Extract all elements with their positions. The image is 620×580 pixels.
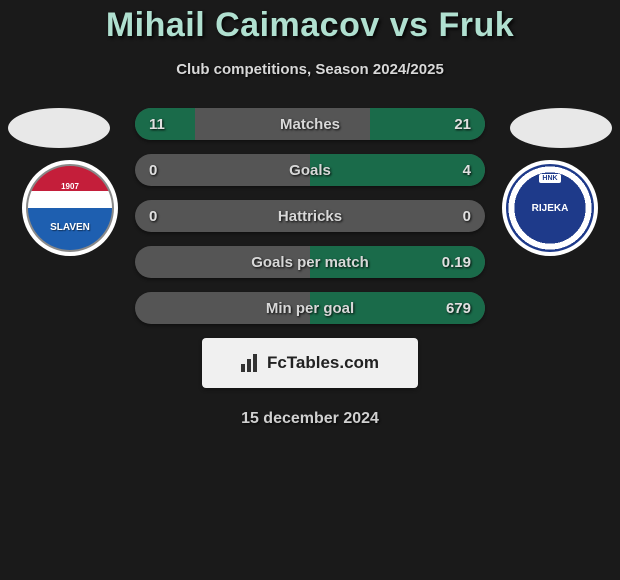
- badge-right-top: HNK: [539, 174, 560, 183]
- stat-row: 0 Hattricks 0: [135, 200, 485, 232]
- stat-value-right: 0.19: [442, 254, 471, 271]
- stat-label: Hattricks: [278, 208, 342, 225]
- stat-value-right: 4: [463, 162, 471, 179]
- badge-left-year: 1907: [61, 182, 79, 191]
- logo-text: FcTables.com: [267, 353, 379, 373]
- stat-value-right: 21: [454, 116, 471, 133]
- team-badge-right: HNK RIJEKA: [502, 160, 598, 256]
- badge-right-name: RIJEKA: [532, 203, 569, 214]
- stat-label: Goals: [289, 162, 331, 179]
- site-logo[interactable]: FcTables.com: [202, 338, 418, 388]
- stat-row: Min per goal 679: [135, 292, 485, 324]
- stat-value-left: 0: [149, 208, 157, 225]
- stat-row: 11 Matches 21: [135, 108, 485, 140]
- stat-label: Goals per match: [251, 254, 369, 271]
- comparison-content: 1907 SLAVEN HNK RIJEKA 11 Matches 21 0 Goals…: [0, 108, 620, 428]
- date-label: 15 december 2024: [0, 410, 620, 428]
- stat-fill-right: [310, 154, 485, 186]
- player-photo-right: [510, 108, 612, 148]
- stat-value-right: 679: [446, 300, 471, 317]
- stat-value-left: 11: [149, 116, 165, 133]
- stat-value-left: 0: [149, 162, 157, 179]
- stat-label: Min per goal: [266, 300, 354, 317]
- badge-left-name: SLAVEN: [50, 222, 90, 233]
- stats-container: 11 Matches 21 0 Goals 4 0 Hattricks 0 Goals per m…: [135, 108, 485, 324]
- stat-value-right: 0: [463, 208, 471, 225]
- subtitle: Club competitions, Season 2024/2025: [0, 61, 620, 78]
- chart-icon: [241, 354, 263, 372]
- player-photo-left: [8, 108, 110, 148]
- page-title: Mihail Caimacov vs Fruk: [0, 0, 620, 45]
- stat-row: Goals per match 0.19: [135, 246, 485, 278]
- stat-label: Matches: [280, 116, 340, 133]
- team-badge-left: 1907 SLAVEN: [22, 160, 118, 256]
- stat-row: 0 Goals 4: [135, 154, 485, 186]
